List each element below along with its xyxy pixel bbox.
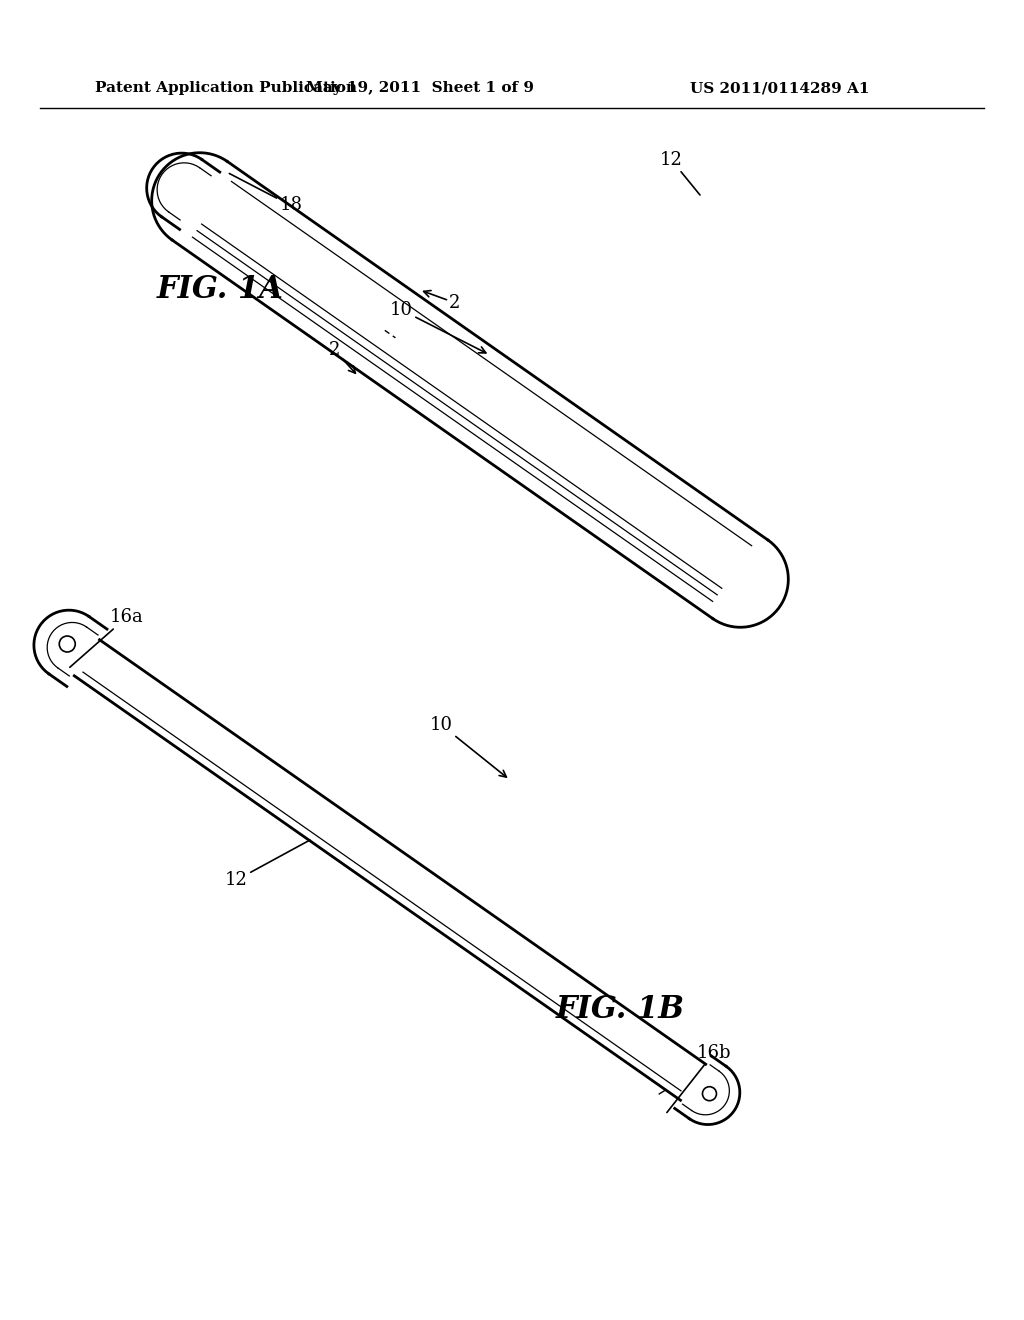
Text: 16b: 16b [667, 1044, 731, 1113]
Text: 16a: 16a [70, 609, 143, 668]
Text: 12: 12 [225, 840, 310, 888]
Text: 18: 18 [229, 173, 302, 214]
Text: Patent Application Publication: Patent Application Publication [95, 81, 357, 95]
Text: May 19, 2011  Sheet 1 of 9: May 19, 2011 Sheet 1 of 9 [306, 81, 534, 95]
Text: 10: 10 [430, 715, 507, 777]
Text: US 2011/0114289 A1: US 2011/0114289 A1 [690, 81, 869, 95]
Text: 2: 2 [424, 290, 461, 312]
Text: FIG. 1A: FIG. 1A [157, 275, 284, 305]
Text: 10: 10 [390, 301, 485, 352]
Text: 2: 2 [329, 341, 355, 374]
Text: 12: 12 [660, 150, 700, 195]
Text: FIG. 1B: FIG. 1B [555, 994, 684, 1026]
